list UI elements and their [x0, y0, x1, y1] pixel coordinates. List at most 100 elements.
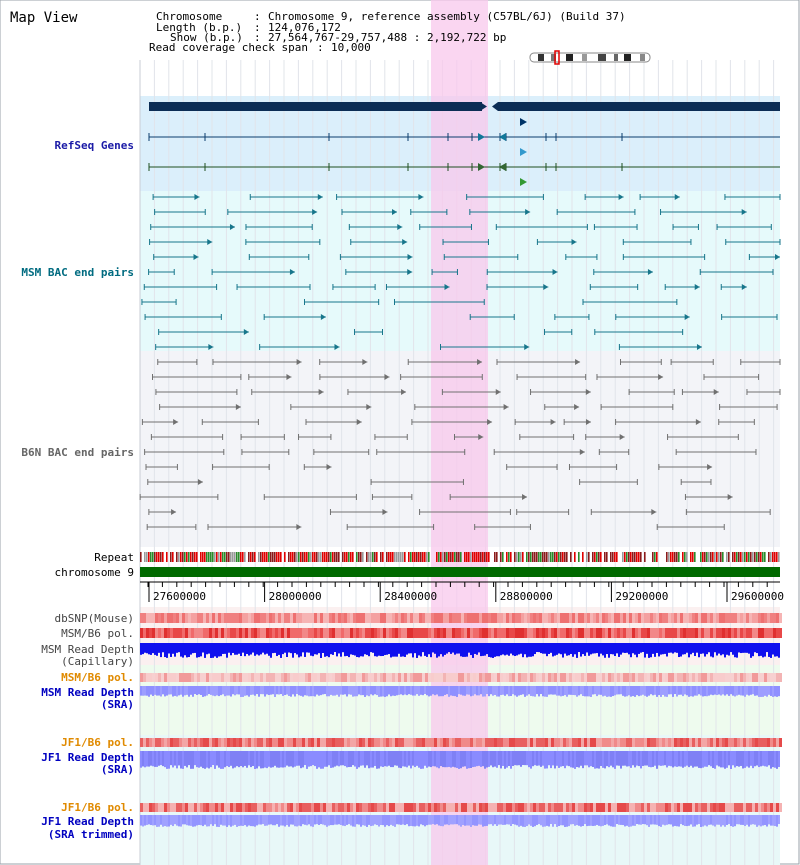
jf1-b6-pol-cell — [596, 738, 599, 747]
jf1-b6-pol-2-cell — [455, 803, 458, 812]
jf1-depth-trimmed-bar — [422, 815, 424, 826]
jf1-b6-pol-2-cell — [200, 803, 203, 812]
msm-depth-capillary-bar — [160, 643, 162, 658]
msm-depth-sra-bar — [724, 686, 726, 696]
repeat-feature — [744, 552, 746, 562]
jf1-b6-pol-2-cell — [218, 803, 221, 812]
jf1-depth-trimmed-bar — [242, 815, 244, 826]
jf1-depth-sra-bar — [198, 751, 200, 768]
msm-depth-sra-bar — [646, 686, 648, 697]
refseq-gene-arrow — [499, 163, 506, 171]
msm-depth-capillary-bar — [734, 643, 736, 658]
msm-depth-capillary-bar — [320, 643, 322, 658]
msm-depth-sra-bar — [626, 686, 628, 697]
msm-bac-arrow — [696, 344, 702, 350]
jf1-b6-pol-cell — [149, 738, 152, 747]
dbsnp-cell — [242, 613, 245, 623]
repeat-feature — [440, 552, 442, 562]
msm-b6-pol-cell — [434, 628, 437, 638]
ideogram-band — [551, 54, 556, 61]
jf1-b6-pol-cell — [764, 738, 767, 747]
jf1-depth-sra-bar — [462, 751, 464, 767]
jf1-depth-sra-bar — [540, 751, 542, 767]
msm-depth-sra-bar — [324, 686, 326, 695]
jf1-b6-pol-cell — [179, 738, 182, 747]
jf1-depth-trimmed-bar — [442, 815, 444, 827]
jf1-b6-pol-2-cell — [350, 803, 353, 812]
jf1-depth-trimmed-bar — [698, 815, 700, 825]
b6n-bac-arrow — [574, 404, 580, 410]
jf1-depth-sra-bar — [774, 751, 776, 768]
msm-b6-pol-cell — [377, 628, 380, 638]
msm-b6-pol-cell — [149, 628, 152, 638]
jf1-depth-trimmed-bar — [158, 815, 160, 827]
msm-depth-sra-bar — [484, 686, 486, 697]
dbsnp-cell — [497, 613, 500, 623]
jf1-depth-trimmed-bar — [328, 815, 330, 826]
jf1-b6-pol-2-cell — [152, 803, 155, 812]
b6n-bac-arrow — [366, 404, 372, 410]
jf1-depth-sra-bar — [248, 751, 250, 766]
jf1-depth-sra-bar — [250, 751, 252, 768]
msm-b6-pol-2-cell — [275, 673, 278, 682]
repeat-feature — [252, 552, 254, 562]
dbsnp-cell — [182, 613, 185, 623]
jf1-depth-trimmed-bar — [486, 815, 488, 826]
msm-depth-capillary-bar — [650, 643, 652, 658]
msm-b6-pol-cell — [662, 628, 665, 638]
jf1-b6-pol-cell — [347, 738, 350, 747]
msm-depth-capillary-bar — [396, 643, 398, 657]
jf1-depth-trimmed-bar — [192, 815, 194, 827]
jf1-depth-trimmed-bar — [418, 815, 420, 827]
msm-depth-capillary-bar — [490, 643, 492, 658]
jf1-depth-sra-bar — [364, 751, 366, 768]
dbsnp-cell — [596, 613, 599, 623]
msm-depth-capillary-bar — [536, 643, 538, 653]
jf1-depth-trimmed-bar — [504, 815, 506, 825]
msm-depth-capillary-bar — [268, 643, 270, 656]
track-label-refseq[interactable]: RefSeq Genes — [54, 139, 134, 152]
msm-b6-pol-2-cell — [296, 673, 299, 682]
jf1-depth-trimmed-bar — [584, 815, 586, 825]
jf1-depth-trimmed-bar — [204, 815, 206, 825]
jf1-b6-pol-2-cell — [554, 803, 557, 812]
msm-depth-capillary-bar — [592, 643, 594, 654]
jf1-depth-sra-bar — [650, 751, 652, 768]
msm-b6-pol-2-cell — [212, 673, 215, 682]
msm-b6-pol-cell — [668, 628, 671, 638]
jf1-depth-sra-bar — [460, 751, 462, 769]
msm-depth-sra-bar — [406, 686, 408, 696]
msm-b6-pol-cell — [755, 628, 758, 638]
msm-b6-pol-2-cell — [737, 673, 740, 682]
msm-b6-pol-2-cell — [206, 673, 209, 682]
msm-b6-pol-cell — [560, 628, 563, 638]
dbsnp-cell — [683, 613, 686, 623]
jf1-b6-pol-cell — [674, 738, 677, 747]
dbsnp-cell — [617, 613, 620, 623]
jf1-b6-pol-2-cell — [707, 803, 710, 812]
jf1-depth-trimmed-bar — [220, 815, 222, 825]
msm-depth-capillary-bar — [416, 643, 418, 658]
msm-depth-sra-bar — [202, 686, 204, 697]
msm-depth-capillary-bar — [146, 643, 148, 654]
msm-b6-pol-2-cell — [167, 673, 170, 682]
jf1-b6-pol-2-cell — [653, 803, 656, 812]
axis-tick-label: 28400000 — [384, 590, 437, 603]
jf1-b6-pol-cell — [449, 738, 452, 747]
dbsnp-cell — [548, 613, 551, 623]
msm-b6-pol-2-cell — [173, 673, 176, 682]
dbsnp-cell — [728, 613, 731, 623]
msm-depth-sra-bar — [448, 686, 450, 697]
msm-b6-pol-cell — [572, 628, 575, 638]
jf1-depth-trimmed-bar — [634, 815, 636, 826]
track-label-msm-bac[interactable]: MSM BAC end pairs — [21, 266, 134, 279]
msm-depth-sra-bar — [752, 686, 754, 695]
jf1-depth-trimmed-bar — [508, 815, 510, 825]
track-label-b6n-bac[interactable]: B6N BAC end pairs — [21, 446, 134, 459]
jf1-depth-trimmed-bar — [458, 815, 460, 826]
msm-depth-sra-bar — [272, 686, 274, 695]
jf1-depth-sra-bar — [384, 751, 386, 767]
msm-depth-sra-bar — [178, 686, 180, 696]
repeat-feature — [416, 552, 418, 562]
